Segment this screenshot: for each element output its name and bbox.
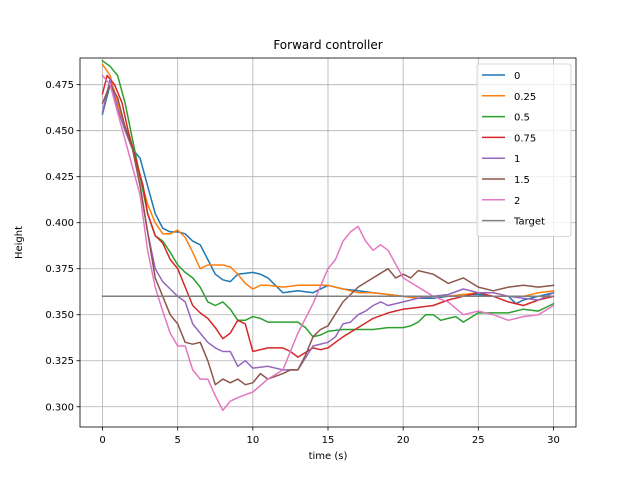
series-line-5 <box>101 83 555 386</box>
legend-label-0: 0 <box>514 71 520 82</box>
legend-label-5: 1.5 <box>514 175 530 186</box>
legend-label-6: 2 <box>514 196 520 207</box>
x-tick-label: 30 <box>547 435 560 446</box>
x-tick-label: 5 <box>175 435 181 446</box>
series-line-6 <box>101 74 555 412</box>
legend-label-7: Target <box>513 217 545 228</box>
legend-label-3: 0.75 <box>514 133 536 144</box>
x-tick-label: 10 <box>246 435 259 446</box>
x-tick-label: 0 <box>99 435 105 446</box>
y-tick-label: 0.350 <box>45 310 74 321</box>
legend-label-2: 0.5 <box>514 113 530 124</box>
y-tick-label: 0.450 <box>45 126 74 137</box>
x-tick-label: 25 <box>472 435 485 446</box>
plot-area <box>101 59 555 412</box>
x-tick-label: 15 <box>322 435 335 446</box>
series-line-3 <box>101 74 555 358</box>
y-tick-label: 0.425 <box>45 172 74 183</box>
y-tick-label: 0.475 <box>45 80 74 91</box>
x-tick-label: 20 <box>397 435 410 446</box>
ticks: 0 5 10 15 20 25 30 0.300 0.325 0.350 0.375 0.400 0.4… <box>45 80 559 446</box>
legend: 0 0.25 0.5 0.75 1 1.5 2 Target <box>476 63 572 237</box>
x-axis-label: time (s) <box>309 451 348 462</box>
y-axis-label: Height <box>14 226 25 259</box>
legend-label-4: 1 <box>514 154 520 165</box>
legend-label-1: 0.25 <box>514 92 536 103</box>
chart-title: Forward controller <box>273 38 382 52</box>
y-tick-label: 0.325 <box>45 356 74 367</box>
y-tick-label: 0.375 <box>45 264 74 275</box>
y-tick-label: 0.300 <box>45 402 74 413</box>
y-tick-label: 0.400 <box>45 218 74 229</box>
legend-box <box>476 63 572 237</box>
series-line-2 <box>101 59 555 338</box>
